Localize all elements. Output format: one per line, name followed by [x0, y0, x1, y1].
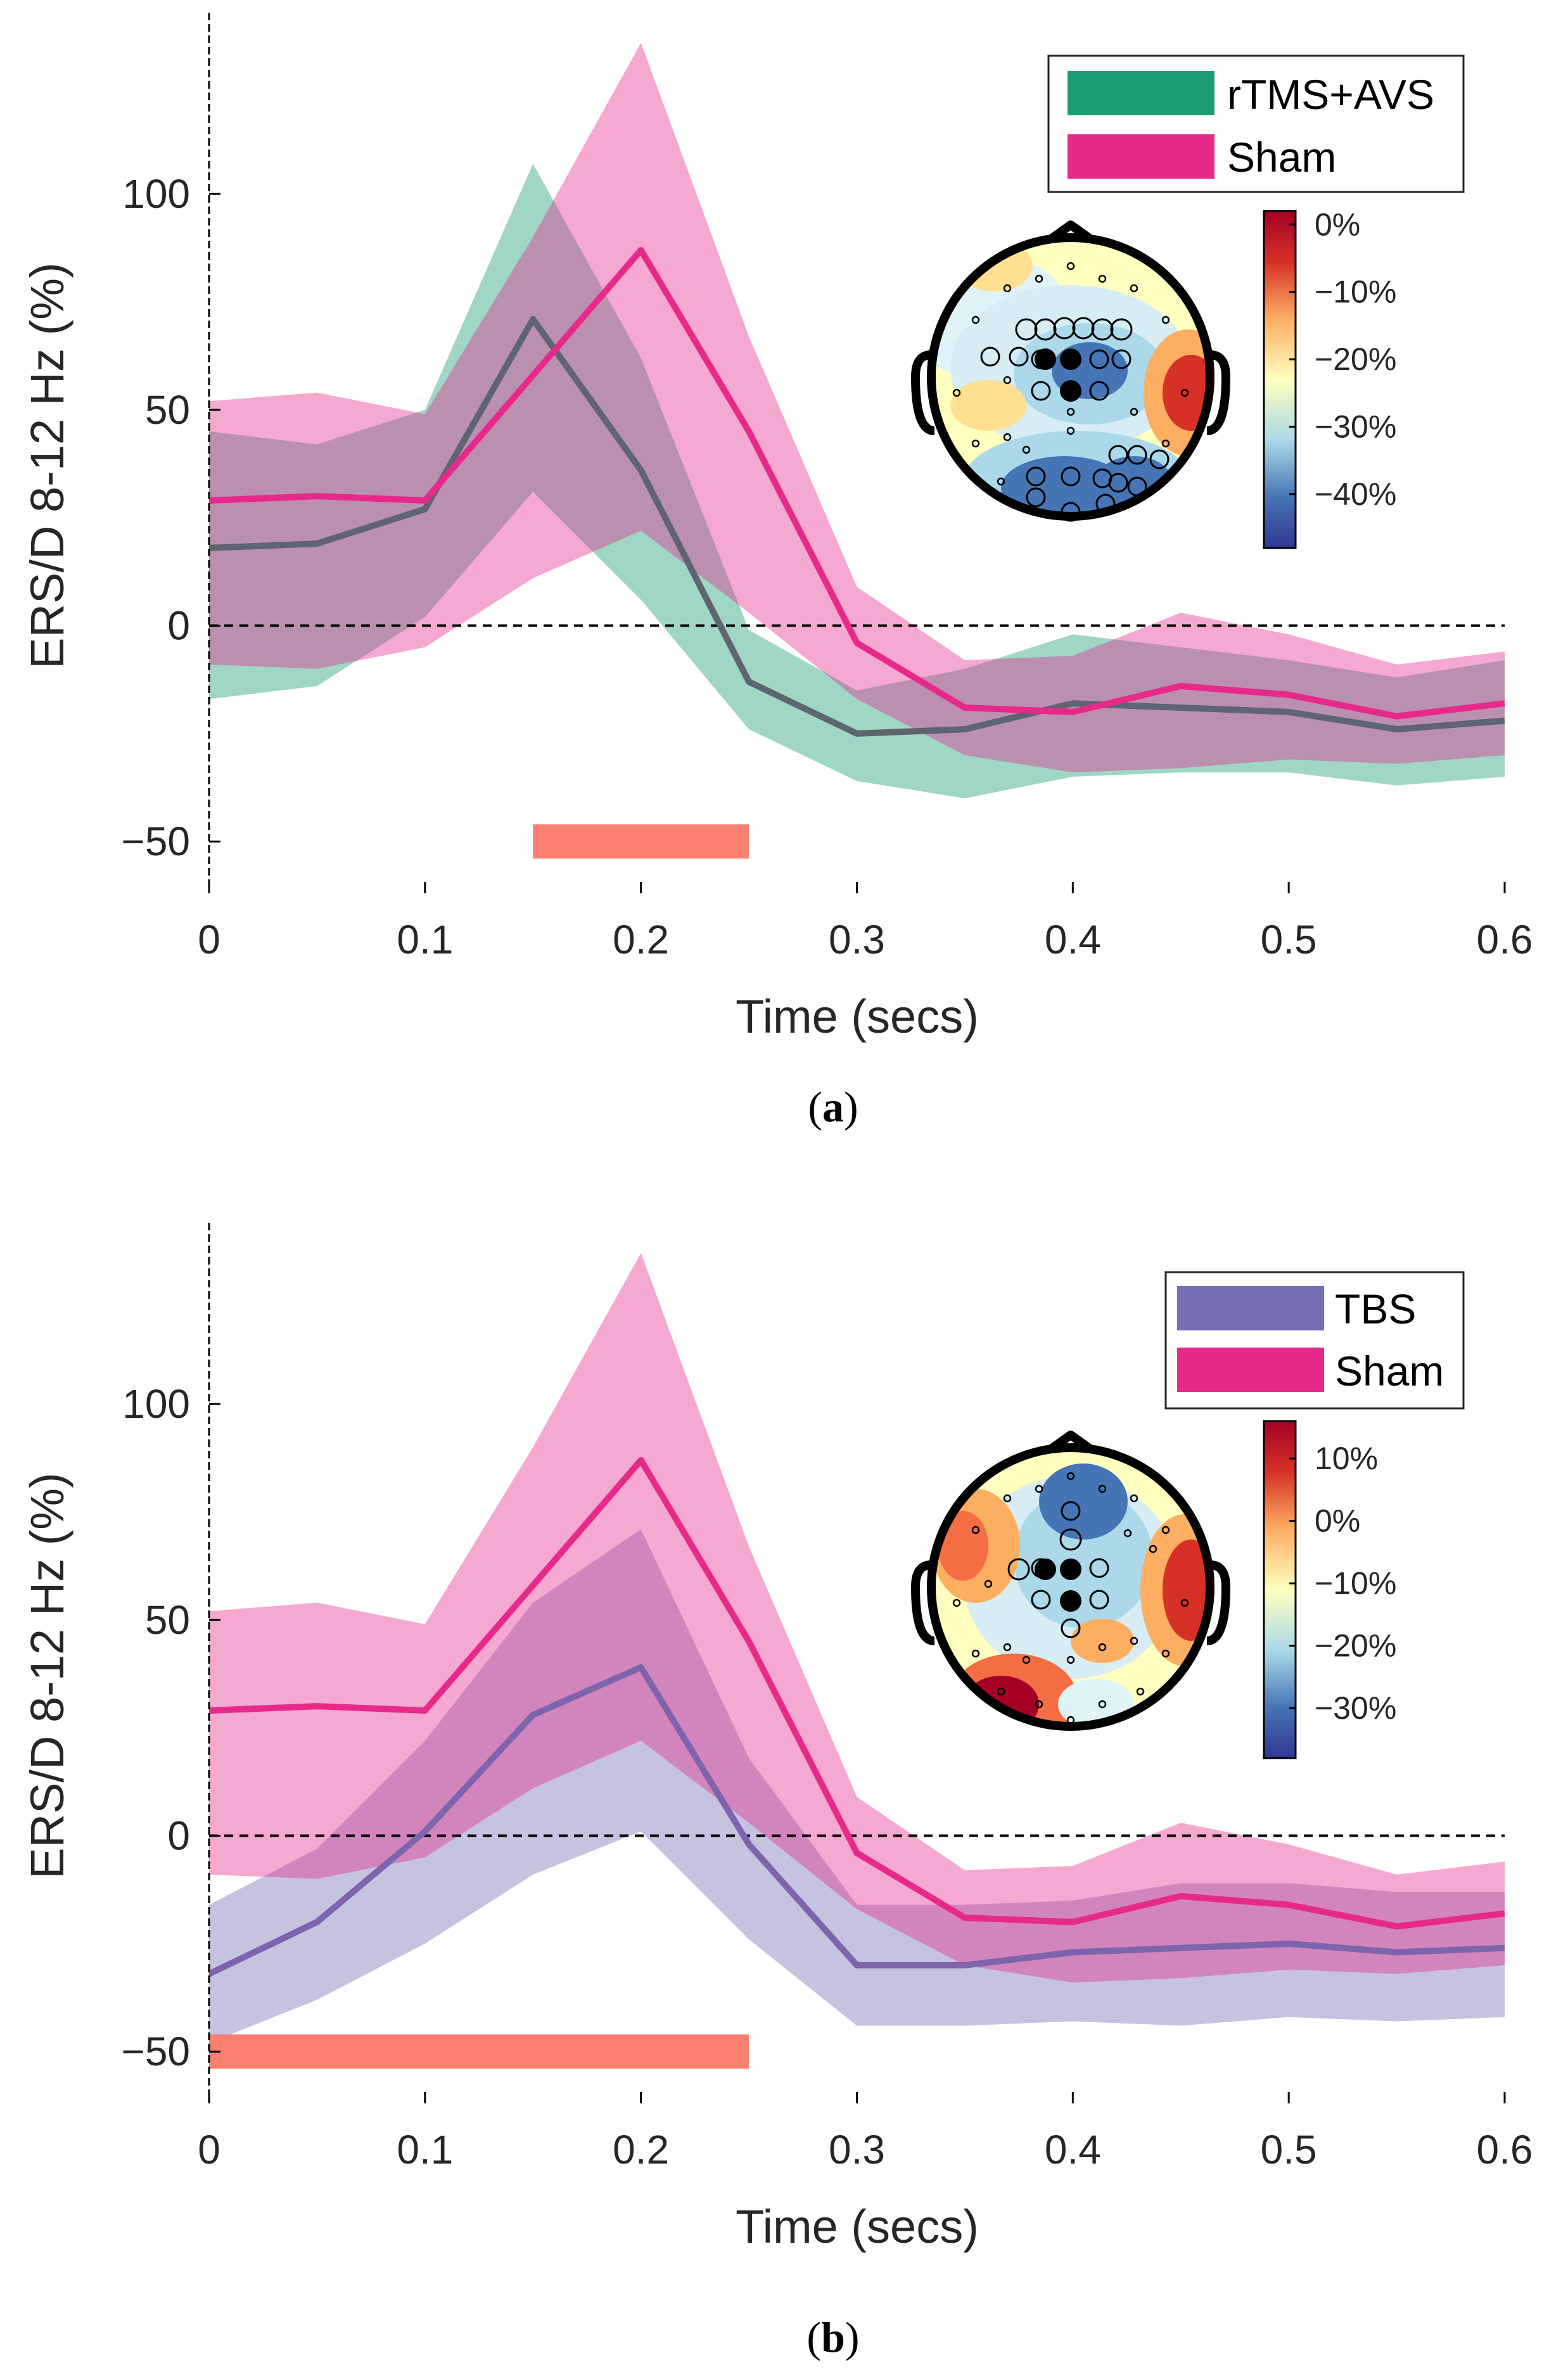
x-tick-label: 0.2 [613, 2127, 669, 2172]
colorbar-tick-label: 0% [1315, 1503, 1360, 1539]
legend-label-tbs: TBS [1335, 1285, 1416, 1332]
x-tick-label: 0.5 [1261, 2127, 1317, 2172]
legend-label-sham: Sham [1335, 1348, 1444, 1394]
x-tick-label: 0.6 [1477, 917, 1533, 962]
electrodes-significant [1035, 348, 1081, 402]
band-sham [209, 42, 1505, 773]
line-tbs [207, 1664, 1505, 1977]
topoplot-heatmap [931, 238, 1210, 516]
colorbar-tick-label: −30% [1315, 1690, 1396, 1726]
colorbar-tick-label: −10% [1315, 1565, 1396, 1601]
legend-swatch-tbs [1177, 1286, 1324, 1330]
head-outline [927, 1443, 1214, 1731]
topoplot-inset: 0% −10% −20% −30% −40% [910, 207, 1396, 549]
legend-swatch-sham [1068, 134, 1214, 179]
line-sham [208, 246, 1505, 720]
significance-bar [533, 824, 749, 859]
y-tick-label: 100 [122, 171, 190, 217]
legend-label-rtms-avs: rTMS+AVS [1227, 71, 1434, 118]
colorbar-tick-label: −20% [1315, 341, 1396, 377]
significance-bar [209, 2034, 749, 2069]
x-tick-label: 0.6 [1477, 2127, 1533, 2172]
x-tick-label: 0.1 [397, 2127, 453, 2172]
head-ear-right [1206, 350, 1231, 435]
legend-swatch-rtms-avs [1068, 71, 1214, 115]
electrodes-significant [1035, 1559, 1081, 1612]
electrodes-small [952, 262, 1189, 486]
line-sham [208, 1457, 1505, 1930]
panel-a: −50 0 50 100 0 0.1 0.2 0.3 0.4 0.5 0.6 Time (secs… [21, 13, 1533, 1131]
series-lines [207, 1457, 1505, 1977]
panel-caption: (a) [808, 1083, 858, 1131]
band-sham [209, 1253, 1505, 1983]
x-tick-label: 0.3 [829, 917, 885, 962]
legend: rTMS+AVS Sham [1047, 54, 1465, 193]
x-tick-label: 0.4 [1045, 917, 1101, 962]
panel-b: −50 0 50 100 0 0.1 0.2 0.3 0.4 0.5 0.6 Time (secs… [21, 1223, 1533, 2361]
y-tick-label: 50 [145, 1597, 190, 1643]
series-lines [208, 246, 1505, 737]
colorbar-tick-label: 10% [1315, 1441, 1378, 1476]
x-ticks: 0 0.1 0.2 0.3 0.4 0.5 0.6 [198, 882, 1533, 962]
x-tick-label: 0.5 [1261, 917, 1317, 962]
head-ear-left [910, 1560, 935, 1645]
y-tick-label: 50 [145, 387, 190, 433]
x-tick-label: 0 [198, 917, 220, 962]
y-tick-label: 0 [167, 1813, 190, 1859]
colorbar-ticks: 10% 0% −10% −20% −30% [1289, 1441, 1396, 1726]
head-ear-left [910, 350, 935, 435]
y-tick-label: 0 [167, 603, 190, 649]
legend: TBS Sham [1164, 1271, 1465, 1410]
band-tbs [209, 1529, 1505, 2043]
legend-label-sham: Sham [1227, 134, 1336, 181]
colorbar-tick-label: −20% [1315, 1628, 1396, 1664]
panel-caption: (b) [806, 2313, 859, 2361]
x-tick-label: 0.2 [613, 917, 669, 962]
colorbar-ticks: 0% −10% −20% −30% −40% [1289, 207, 1396, 512]
electrodes-small [952, 1472, 1189, 1725]
y-axis-label: ERS/D 8-12 Hz (%) [21, 1472, 73, 1878]
x-tick-label: 0.3 [829, 2127, 885, 2172]
legend-swatch-sham [1177, 1348, 1324, 1392]
colorbar-tick-label: −40% [1315, 476, 1396, 512]
y-ticks: −50 0 50 100 [121, 171, 220, 864]
colorbar-tick-label: −30% [1315, 409, 1396, 444]
x-ticks: 0 0.1 0.2 0.3 0.4 0.5 0.6 [198, 2092, 1533, 2172]
y-axis-label: ERS/D 8-12 Hz (%) [21, 262, 73, 668]
y-ticks: −50 0 50 100 [121, 1381, 220, 2074]
head-outline [927, 233, 1214, 521]
colorbar-tick-label: −10% [1315, 274, 1396, 310]
x-tick-label: 0 [198, 2127, 220, 2172]
y-tick-label: −50 [121, 819, 190, 864]
colorbar-tick-label: 0% [1315, 207, 1360, 242]
confidence-bands [209, 1253, 1505, 2043]
x-axis-label: Time (secs) [736, 990, 979, 1043]
topoplot-inset: 10% 0% −10% −20% −30% [910, 1420, 1396, 1759]
line-rtms-avs [208, 316, 1505, 737]
x-axis-label: Time (secs) [736, 2200, 979, 2253]
y-tick-label: 100 [122, 1381, 190, 1427]
x-tick-label: 0.1 [397, 917, 453, 962]
colorbar [1263, 1420, 1297, 1759]
y-tick-label: −50 [121, 2029, 190, 2074]
colorbar [1263, 210, 1297, 549]
head-ear-right [1206, 1560, 1231, 1645]
x-tick-label: 0.4 [1045, 2127, 1101, 2172]
